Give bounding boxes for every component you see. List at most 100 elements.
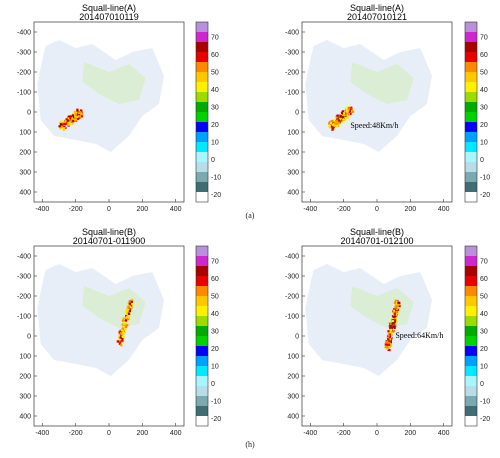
echo-cell [396, 306, 399, 309]
colorbar-frame [195, 245, 209, 427]
echo-cell [72, 119, 75, 123]
y-tick-label: 300 [287, 170, 299, 177]
echo-cell [388, 345, 391, 348]
colorbar-segment [196, 296, 208, 307]
echo-cell [393, 319, 397, 322]
colorbar-tick-label: 50 [480, 294, 488, 301]
echo-cell [127, 308, 130, 311]
echo-cell [131, 303, 134, 307]
colorbar-segment [196, 306, 208, 317]
echo-cell [392, 309, 395, 312]
colorbar-segment [196, 386, 208, 397]
echo-cell [71, 122, 74, 125]
background-echo-green [82, 62, 146, 104]
colorbar-segment [465, 112, 477, 123]
colorbar-segment [465, 266, 477, 277]
echo-cell [74, 119, 77, 122]
colorbar-segment [196, 42, 208, 53]
echo-cell [394, 323, 397, 326]
y-tick-label: -400 [17, 254, 31, 261]
y-tick-label: 300 [19, 170, 31, 177]
y-tick-label: -400 [285, 254, 299, 261]
colorbar-tick-label: 30 [211, 329, 219, 336]
echo-cell [124, 325, 127, 329]
echo-cell [129, 306, 132, 309]
echo-cell [122, 325, 125, 328]
echo-cell [387, 341, 390, 345]
y-tick-label: 200 [19, 374, 31, 381]
colorbar-segment [196, 406, 208, 417]
colorbar-segment [465, 172, 477, 183]
colorbar-segment [465, 142, 477, 153]
echo-cell [126, 308, 129, 311]
echo-cell [330, 121, 333, 124]
echo-cell [391, 326, 394, 329]
y-tick-label: 100 [287, 130, 299, 137]
echo-cell [125, 315, 128, 318]
x-tick-label: -200 [69, 430, 83, 437]
echo-cell [343, 112, 346, 115]
echo-cell [61, 125, 64, 128]
colorbar-segment [465, 82, 477, 93]
echo-cell [62, 128, 66, 131]
panel-title: Squall-line(B) [82, 227, 136, 237]
colorbar-segment [465, 396, 477, 407]
echo-cell [67, 119, 70, 122]
echo-cell [330, 119, 334, 123]
panel-title: Squall-line(A) [82, 3, 136, 13]
echo-cell [393, 321, 396, 324]
colorbar-segment [465, 326, 477, 337]
echo-cell [69, 122, 72, 125]
colorbar-frame [464, 245, 478, 427]
echo-cell [69, 115, 72, 118]
colorbar-segment [465, 72, 477, 83]
echo-cell [72, 118, 75, 121]
colorbar-tick-label: 20 [480, 122, 488, 129]
echo-cell [387, 334, 390, 337]
echo-cell [392, 330, 395, 333]
echo-cell [119, 343, 122, 346]
echo-cell [343, 115, 346, 118]
echo-cell [347, 107, 350, 111]
y-tick-label: 100 [287, 354, 299, 361]
echo-cell [347, 109, 350, 112]
echo-cell [121, 338, 124, 341]
background-echo-green [350, 62, 414, 104]
colorbar-segment [196, 366, 208, 377]
panel-subtitle: 201407010121 [347, 12, 407, 22]
colorbar-segment [196, 32, 208, 43]
echo-cell [119, 333, 122, 336]
echo-cell [388, 338, 391, 342]
panel-subtitle: 20140701-011900 [73, 236, 145, 246]
x-tick-label: 0 [375, 206, 379, 213]
x-tick-label: 400 [438, 430, 450, 437]
echo-cell [338, 117, 341, 120]
echo-cell [76, 115, 79, 119]
colorbar-tick-label: 50 [211, 70, 219, 77]
colorbar-segment [465, 346, 477, 357]
echo-cell [328, 125, 331, 128]
echo-cell [393, 315, 396, 318]
echo-cell [337, 123, 340, 126]
colorbar-segment [196, 22, 208, 33]
echo-cell [349, 112, 352, 115]
echo-cell [389, 329, 393, 332]
echo-cell [347, 113, 350, 116]
x-tick-label: -400 [35, 206, 49, 213]
colorbar-segment [465, 182, 477, 193]
colorbar-segment [465, 336, 477, 347]
echo-cell [74, 115, 77, 118]
echo-cell [391, 319, 395, 322]
x-tick-label: 200 [136, 206, 148, 213]
colorbar-tick-label: -10 [480, 175, 490, 182]
colorbar-tick-label: 50 [211, 294, 219, 301]
colorbar-tick-label: 70 [211, 35, 219, 42]
echo-cell [75, 118, 78, 121]
echo-cell [389, 341, 392, 344]
colorbar-tick-label: 30 [211, 105, 219, 112]
colorbar-frame [195, 21, 209, 203]
echo-cell [390, 321, 393, 324]
chart-panel-4: Squall-line(B)20140701-012100 Speed:64Km/… [285, 227, 490, 437]
speed-annotation: Speed:48Km/h [350, 121, 398, 130]
